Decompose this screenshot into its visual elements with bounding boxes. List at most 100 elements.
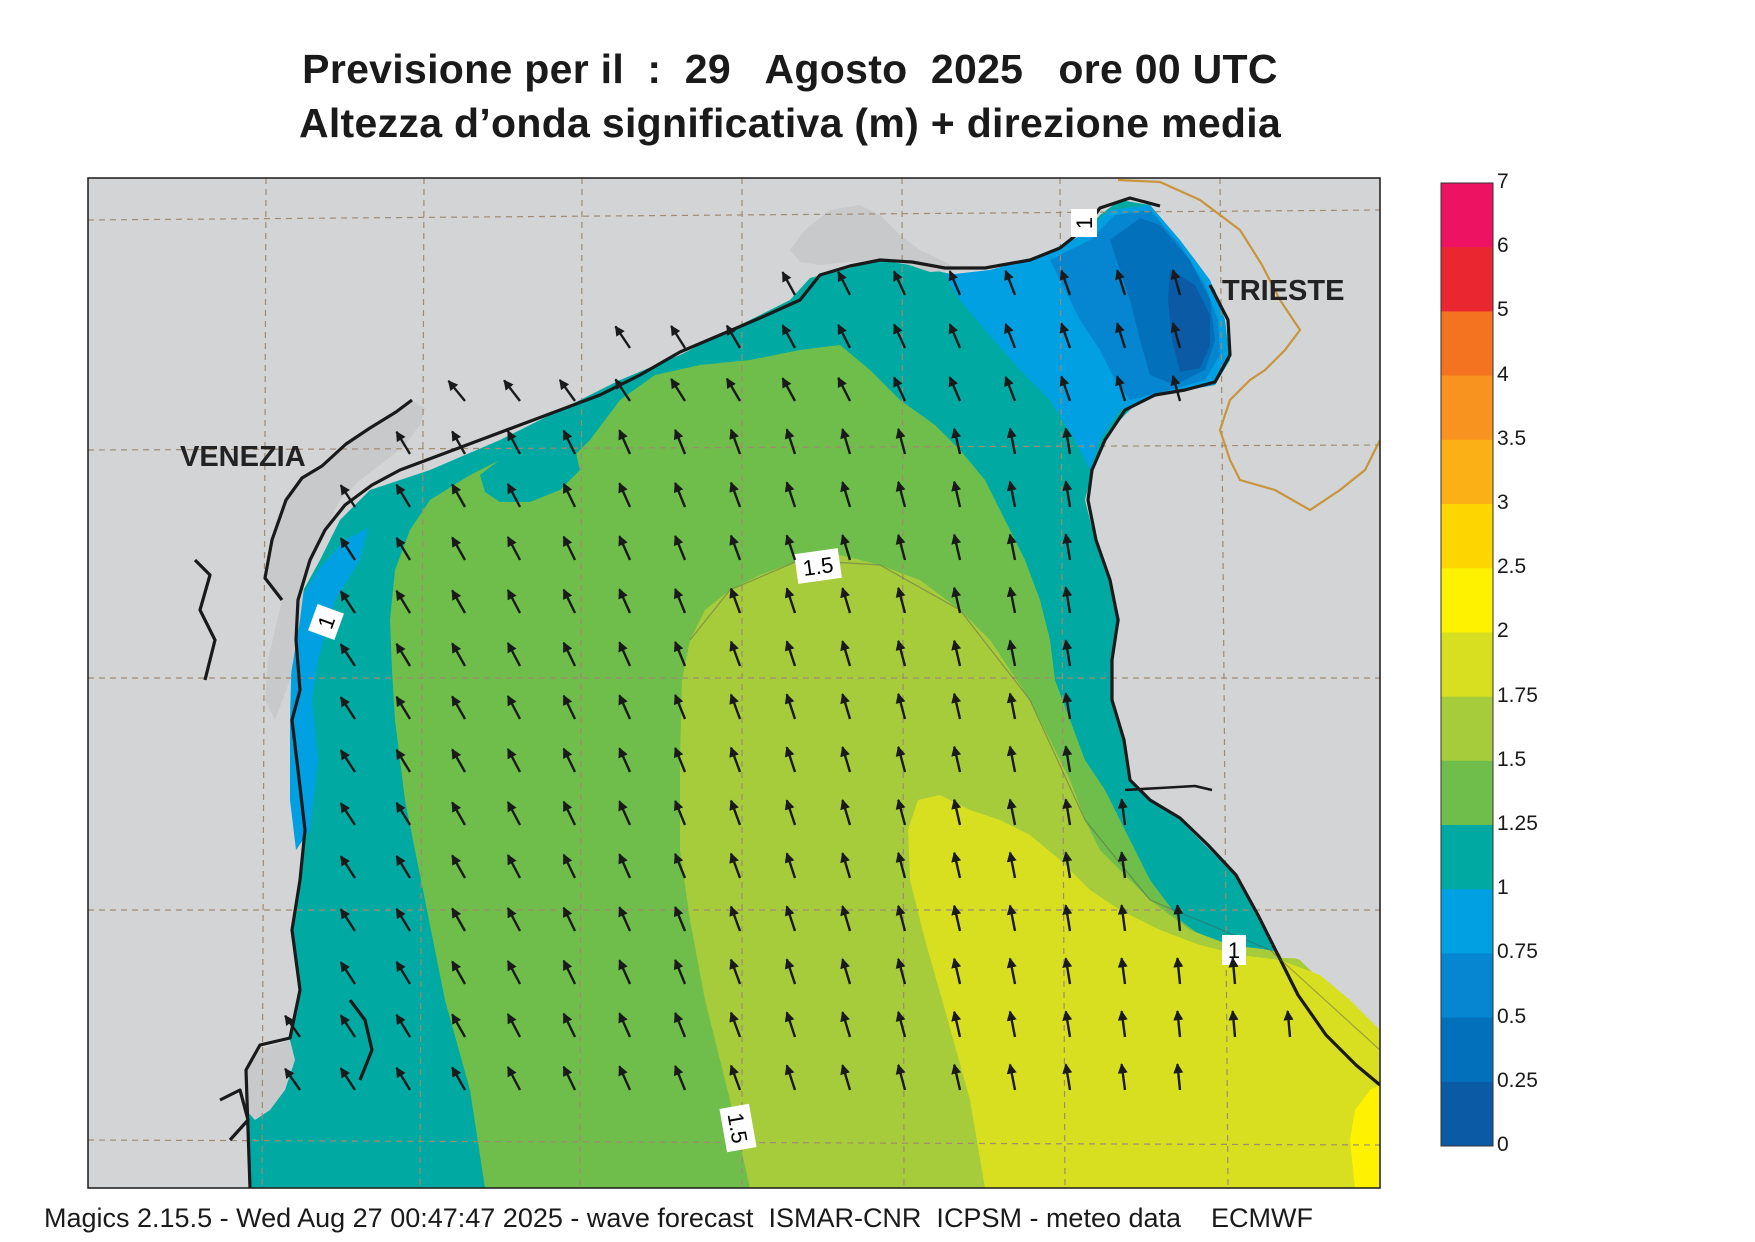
wave-direction-arrow: [895, 1010, 907, 1038]
wave-direction-arrow: [895, 745, 907, 773]
wave-direction-arrow: [339, 484, 357, 508]
wave-direction-arrow: [1059, 322, 1072, 349]
wave-direction-arrow: [837, 323, 852, 349]
wave-direction-arrow: [506, 907, 522, 932]
wave-direction-arrow: [729, 1064, 742, 1091]
wave-direction-arrow: [951, 1063, 962, 1091]
wave-direction-arrow: [618, 694, 632, 720]
wave-direction-arrow: [673, 958, 687, 985]
colorbar-tick-label: 1.75: [1497, 683, 1538, 707]
colorbar-tick-label: 6: [1497, 234, 1509, 258]
colorbar-tick-label: 2: [1497, 619, 1509, 643]
wave-direction-arrow: [1117, 851, 1128, 879]
wave-direction-arrow: [1006, 1010, 1017, 1038]
wave-direction-arrow: [1228, 1010, 1239, 1038]
wave-direction-arrow: [729, 428, 742, 455]
wave-direction-arrow: [1006, 427, 1017, 455]
wave-direction-arrow: [895, 957, 907, 985]
wave-direction-arrow: [395, 695, 412, 720]
wave-direction-arrow: [506, 642, 522, 667]
wave-direction-arrow: [951, 798, 962, 826]
wave-direction-arrow: [562, 747, 577, 773]
wave-direction-arrow: [1173, 957, 1184, 985]
wave-direction-arrow: [451, 907, 467, 932]
wave-direction-arrow: [506, 960, 522, 985]
wave-direction-arrow: [339, 643, 357, 667]
wave-direction-arrow: [1115, 269, 1127, 296]
wave-direction-arrow: [506, 589, 522, 614]
wave-direction-arrow: [395, 483, 412, 508]
wave-direction-arrow: [729, 640, 742, 667]
wave-direction-arrow: [618, 1065, 632, 1091]
wave-direction-arrow: [1006, 798, 1017, 826]
wave-zone-2-2.5: [1350, 1085, 1380, 1188]
wave-direction-arrow: [784, 905, 797, 932]
wave-direction-arrow: [784, 587, 797, 614]
wave-direction-arrow: [725, 377, 742, 402]
wave-direction-arrow: [673, 799, 687, 826]
wave-direction-arrow: [339, 1014, 357, 1038]
contour-label-text: 1: [1072, 217, 1097, 229]
colorbar-tick-label: 7: [1497, 170, 1509, 193]
wave-direction-arrow: [951, 427, 962, 455]
wave-direction-arrow: [784, 534, 797, 561]
venice-lagoon-land: [265, 400, 425, 720]
wave-direction-arrow: [506, 1066, 522, 1091]
wave-direction-arrow: [451, 960, 467, 985]
grado-lagoon-land: [790, 205, 960, 272]
wave-direction-arrow: [673, 481, 687, 508]
wave-direction-arrow: [506, 1013, 522, 1038]
wave-direction-arrow: [951, 904, 962, 932]
colorbar-tick-label: 2.5: [1497, 555, 1527, 579]
wave-direction-arrow: [784, 640, 797, 667]
wave-direction-arrow: [951, 692, 962, 720]
colorbar-swatch: [1441, 311, 1493, 377]
wave-direction-arrow: [895, 533, 907, 561]
wave-direction-arrow: [893, 376, 907, 402]
wave-direction-arrow: [729, 693, 742, 720]
colorbar-tick-label: 0.75: [1497, 940, 1538, 964]
wave-direction-arrow: [562, 535, 577, 561]
wave-direction-arrow: [951, 957, 962, 985]
wave-direction-arrow: [339, 855, 357, 879]
wave-direction-arrow: [784, 481, 797, 508]
wave-direction-arrow: [895, 904, 907, 932]
wave-direction-arrow: [729, 587, 742, 614]
wave-direction-arrow: [1006, 851, 1017, 879]
footer-credits: Magics 2.15.5 - Wed Aug 27 00:47:47 2025…: [44, 1203, 1314, 1233]
wave-direction-arrow: [451, 1066, 467, 1091]
wave-direction-arrow: [840, 534, 852, 561]
wave-direction-arrow: [951, 480, 962, 508]
wave-direction-arrow: [506, 695, 522, 720]
wave-direction-arrow: [1170, 269, 1182, 296]
wave-direction-arrows: [284, 269, 1294, 1091]
wave-direction-arrow: [447, 380, 466, 402]
wave-direction-arrow: [1062, 745, 1073, 773]
wave-direction-arrow: [1006, 586, 1017, 614]
wave-direction-arrow: [284, 1014, 301, 1038]
wave-direction-arrow: [618, 747, 632, 773]
wave-direction-arrow: [451, 854, 467, 879]
wave-direction-arrow: [1059, 269, 1072, 296]
wave-direction-arrow: [451, 748, 467, 773]
wave-direction-arrow: [506, 801, 522, 826]
wave-direction-arrow: [395, 748, 412, 773]
colorbar-tick-label: 0.25: [1497, 1068, 1538, 1092]
wave-direction-arrow: [614, 325, 631, 349]
wave-direction-arrow: [618, 429, 632, 455]
wave-direction-arrow: [673, 852, 687, 879]
wave-direction-arrow: [837, 376, 852, 402]
wave-direction-arrow: [562, 588, 577, 614]
wave-direction-arrow: [1062, 639, 1073, 667]
contour-label-1.5-bottom: 1.5: [719, 1103, 757, 1153]
wave-direction-arrow: [784, 852, 797, 879]
colorbar: [1440, 182, 1494, 1147]
wave-direction-arrow: [503, 379, 521, 402]
wave-direction-arrow: [562, 959, 577, 985]
wave-direction-arrow: [1006, 692, 1017, 720]
colorbar-tick-label: 0: [1497, 1133, 1509, 1156]
wave-direction-arrow: [395, 1013, 412, 1038]
city-label-venezia: VENEZIA: [180, 441, 306, 473]
wave-direction-arrow: [729, 746, 742, 773]
